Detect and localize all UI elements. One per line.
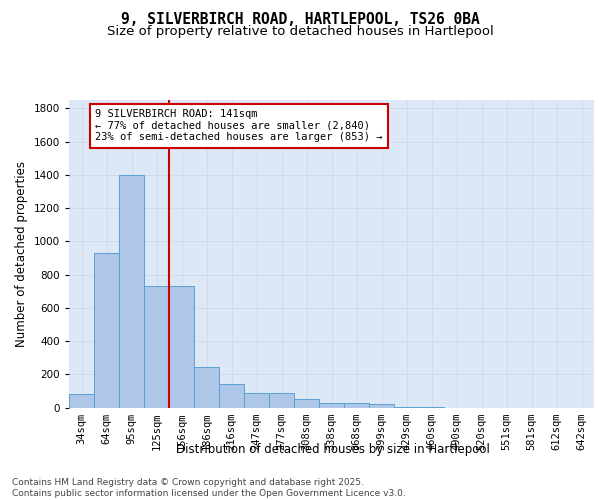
Text: Contains HM Land Registry data © Crown copyright and database right 2025.
Contai: Contains HM Land Registry data © Crown c… xyxy=(12,478,406,498)
Text: 9, SILVERBIRCH ROAD, HARTLEPOOL, TS26 0BA: 9, SILVERBIRCH ROAD, HARTLEPOOL, TS26 0B… xyxy=(121,12,479,28)
Text: 9 SILVERBIRCH ROAD: 141sqm
← 77% of detached houses are smaller (2,840)
23% of s: 9 SILVERBIRCH ROAD: 141sqm ← 77% of deta… xyxy=(95,109,383,142)
Bar xyxy=(394,406,419,408)
Bar xyxy=(344,402,369,407)
Bar xyxy=(319,402,344,407)
Bar xyxy=(419,406,444,408)
Bar xyxy=(269,394,294,407)
Bar xyxy=(194,367,219,408)
Bar xyxy=(369,404,394,407)
Bar xyxy=(94,253,119,408)
Bar xyxy=(119,175,144,408)
Y-axis label: Number of detached properties: Number of detached properties xyxy=(15,161,28,347)
Bar xyxy=(169,286,194,408)
Bar xyxy=(294,399,319,407)
Text: Size of property relative to detached houses in Hartlepool: Size of property relative to detached ho… xyxy=(107,25,493,38)
Bar xyxy=(69,394,94,407)
Bar xyxy=(144,286,169,408)
Bar xyxy=(219,384,244,407)
Bar xyxy=(244,394,269,407)
Text: Distribution of detached houses by size in Hartlepool: Distribution of detached houses by size … xyxy=(176,442,490,456)
